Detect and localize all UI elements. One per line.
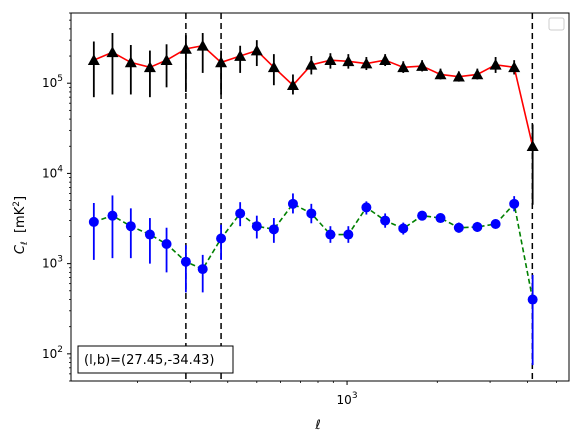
series-1-point-6 — [197, 264, 208, 275]
series-1-point-9 — [251, 221, 262, 232]
series-1-point-14 — [343, 229, 354, 240]
series-0-point-15 — [360, 57, 373, 69]
y-axis-label: Cℓ [mK2] — [12, 196, 30, 254]
series-0-point-21 — [471, 68, 484, 80]
series-0-point-10 — [267, 61, 280, 73]
series-0-point-5 — [179, 42, 192, 54]
series-0-point-1 — [106, 46, 119, 58]
series-0-point-13 — [324, 54, 337, 65]
series-1 — [88, 193, 538, 366]
ticks-layer: 102 103 104 105 103 — [42, 12, 557, 407]
series-0-point-6 — [196, 39, 209, 51]
annotation-text: (l,b)=(27.45,-34.43) — [84, 353, 214, 368]
series-1-point-8 — [235, 208, 246, 219]
y-tick-label-1: 103 — [42, 255, 63, 271]
series-1-point-12 — [306, 208, 317, 219]
series-layer — [87, 33, 539, 366]
series-1-point-4 — [161, 239, 172, 250]
series-0-point-12 — [305, 58, 318, 70]
series-0-point-4 — [160, 54, 173, 65]
series-1-point-20 — [453, 222, 464, 233]
series-0-point-9 — [250, 44, 263, 56]
series-0-point-0 — [87, 54, 100, 65]
series-1-point-23 — [509, 198, 520, 209]
series-0-point-11 — [286, 79, 299, 91]
series-1-point-17 — [398, 223, 409, 234]
series-0-point-19 — [434, 68, 447, 80]
series-0-point-16 — [379, 54, 392, 65]
series-1-point-15 — [361, 202, 372, 213]
series-1-point-1 — [107, 210, 118, 221]
series-1-point-7 — [216, 233, 227, 244]
y-tick-label-2: 104 — [42, 164, 63, 180]
series-1-point-21 — [472, 221, 483, 232]
series-1-point-2 — [125, 221, 136, 232]
series-0-point-24 — [526, 140, 539, 152]
series-0-point-2 — [124, 56, 137, 68]
plot-frame — [70, 12, 570, 382]
series-0-point-20 — [452, 70, 465, 82]
series-0-point-3 — [143, 61, 156, 73]
series-0-point-22 — [489, 58, 502, 70]
annotation-box: (l,b)=(27.45,-34.43) — [77, 345, 234, 374]
series-1-point-19 — [435, 213, 446, 224]
legend-box — [548, 17, 565, 31]
series-1-point-24 — [527, 294, 538, 305]
series-1-point-11 — [287, 198, 298, 209]
series-0-point-7 — [215, 56, 228, 68]
series-1-point-0 — [88, 216, 99, 227]
y-tick-label-3: 105 — [42, 74, 63, 90]
series-0-point-14 — [342, 55, 355, 67]
series-1-point-10 — [268, 224, 279, 235]
y-tick-label-0: 102 — [42, 345, 63, 361]
series-0-point-23 — [508, 61, 521, 73]
x-axis-label: ℓ — [314, 418, 320, 433]
series-1-point-16 — [380, 215, 391, 226]
series-0-point-17 — [397, 61, 410, 73]
series-1-point-18 — [417, 210, 428, 221]
series-1-point-13 — [325, 229, 336, 240]
series-0-point-8 — [234, 50, 247, 61]
series-1-point-5 — [180, 256, 191, 267]
series-1-point-22 — [490, 218, 501, 229]
x-tick-label-0: 103 — [337, 391, 358, 407]
series-1-point-3 — [144, 229, 155, 240]
series-0 — [87, 33, 539, 205]
series-0-point-18 — [416, 60, 429, 71]
